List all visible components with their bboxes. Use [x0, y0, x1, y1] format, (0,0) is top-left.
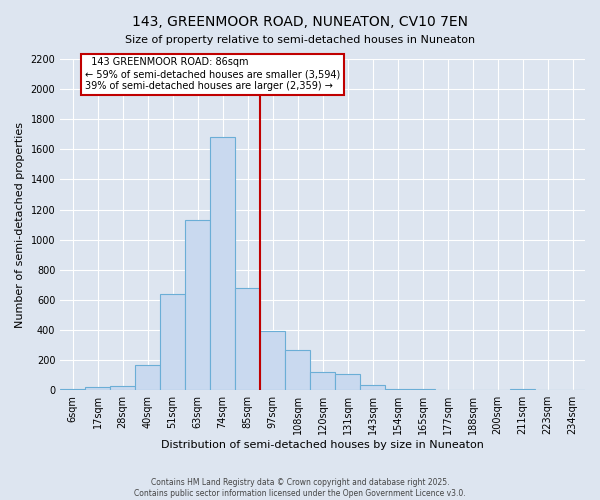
Text: 143, GREENMOOR ROAD, NUNEATON, CV10 7EN: 143, GREENMOOR ROAD, NUNEATON, CV10 7EN: [132, 15, 468, 29]
Bar: [285, 350, 310, 390]
Bar: [310, 372, 335, 390]
Bar: [260, 332, 285, 390]
Bar: [235, 288, 260, 390]
Bar: [110, 386, 135, 390]
Text: Size of property relative to semi-detached houses in Nuneaton: Size of property relative to semi-detach…: [125, 35, 475, 45]
Bar: [210, 138, 235, 390]
Bar: [135, 364, 160, 390]
Text: 143 GREENMOOR ROAD: 86sqm
← 59% of semi-detached houses are smaller (3,594)
39% : 143 GREENMOOR ROAD: 86sqm ← 59% of semi-…: [85, 58, 340, 90]
Bar: [335, 374, 360, 390]
Bar: [85, 387, 110, 390]
Bar: [160, 294, 185, 390]
Bar: [360, 385, 385, 390]
Text: Contains HM Land Registry data © Crown copyright and database right 2025.
Contai: Contains HM Land Registry data © Crown c…: [134, 478, 466, 498]
X-axis label: Distribution of semi-detached houses by size in Nuneaton: Distribution of semi-detached houses by …: [161, 440, 484, 450]
Bar: [385, 388, 410, 390]
Bar: [185, 220, 210, 390]
Y-axis label: Number of semi-detached properties: Number of semi-detached properties: [15, 122, 25, 328]
